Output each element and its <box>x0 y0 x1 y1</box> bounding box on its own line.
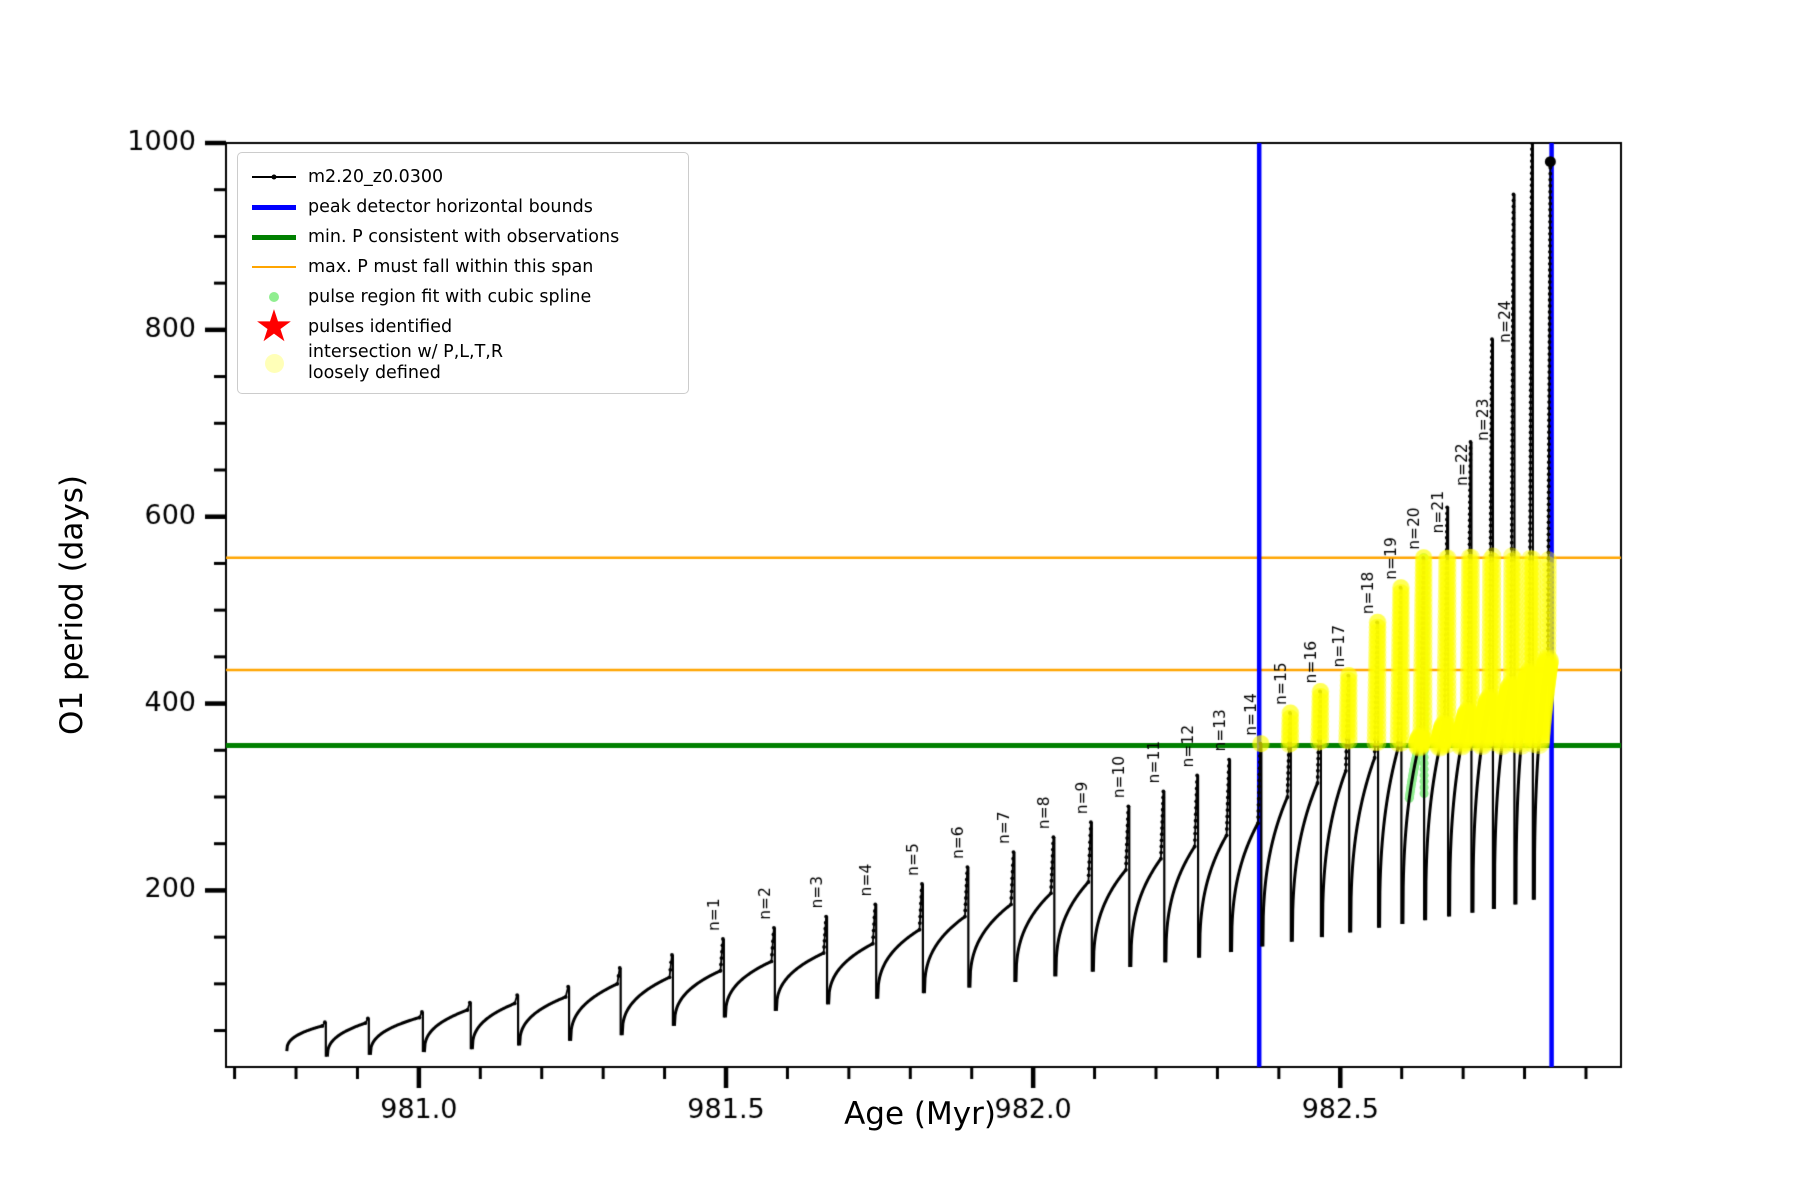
legend-line-dot-marker <box>248 174 300 180</box>
x-axis-label: Age (Myr) <box>844 1096 996 1132</box>
star-icon: ★ <box>254 301 294 352</box>
legend-item-label: max. P must fall within this span <box>308 256 594 277</box>
legend-dot-icon <box>248 353 300 373</box>
legend-line-marker <box>248 265 300 269</box>
legend-item-4: max. P must fall within this span <box>248 252 678 282</box>
legend-item-label: pulse region fit with cubic spline <box>308 286 592 307</box>
legend-item-7: intersection w/ P,L,T,R loosely defined <box>248 342 678 384</box>
legend-item-3: min. P consistent with observations <box>248 222 678 252</box>
legend-item-label: intersection w/ P,L,T,R loosely defined <box>308 342 503 383</box>
legend-item-2: peak detector horizontal bounds <box>248 192 678 222</box>
legend-item-label: m2.20_z0.0300 <box>308 166 444 187</box>
legend-item-5: pulse region fit with cubic spline <box>248 282 678 312</box>
legend-item-label: peak detector horizontal bounds <box>308 196 593 217</box>
legend-line-marker <box>248 234 300 240</box>
legend-item-label: pulses identified <box>308 316 453 337</box>
legend-item-1: m2.20_z0.0300 <box>248 162 678 192</box>
y-axis-label: O1 period (days) <box>54 475 90 735</box>
legend-dot-icon <box>248 292 300 302</box>
legend-item-label: min. P consistent with observations <box>308 226 620 247</box>
legend-line-marker <box>248 204 300 210</box>
legend-item-6: ★ pulses identified <box>248 301 678 352</box>
